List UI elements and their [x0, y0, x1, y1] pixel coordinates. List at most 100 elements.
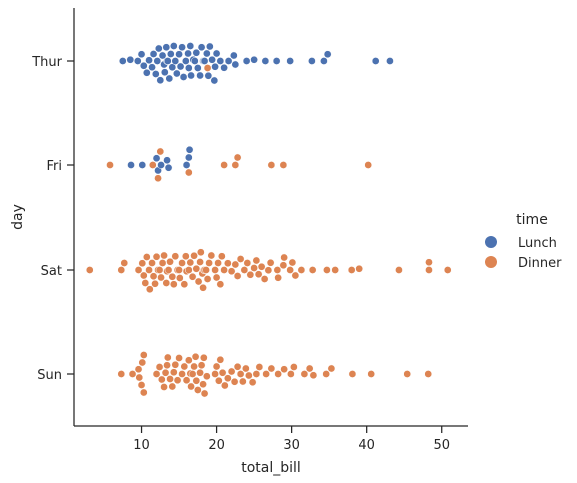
point-dinner-sat: [142, 253, 151, 261]
point-lunch-thur: [163, 57, 172, 65]
point-lunch-thur: [171, 57, 180, 65]
point-dinner-sat: [186, 258, 195, 267]
point-dinner-sun: [196, 368, 204, 377]
point-dinner-sun: [138, 358, 147, 367]
point-dinner-sun: [139, 351, 148, 359]
point-lunch-fri: [185, 145, 194, 154]
x-tick-label-20: 20: [208, 438, 225, 453]
point-dinner-sun: [300, 370, 309, 378]
point-dinner-sun: [188, 370, 197, 378]
point-dinner-sun: [169, 368, 178, 377]
point-dinner-sat: [162, 279, 171, 287]
point-lunch-thur: [178, 43, 186, 52]
point-dinner-sat: [145, 266, 153, 274]
point-lunch-thur: [197, 43, 206, 52]
point-lunch-thur: [230, 51, 238, 60]
point-lunch-thur: [186, 42, 195, 50]
point-dinner-fri: [267, 161, 276, 169]
point-lunch-thur: [261, 57, 270, 65]
point-dinner-sat: [180, 280, 189, 289]
point-dinner-sat: [171, 252, 180, 261]
point-dinner-sun: [227, 367, 236, 376]
point-lunch-thur: [165, 74, 174, 83]
point-dinner-sun: [216, 355, 225, 364]
point-dinner-sat: [279, 261, 288, 270]
point-dinner-sat: [280, 253, 288, 262]
point-dinner-sun: [290, 363, 298, 371]
point-dinner-sat: [260, 275, 269, 283]
point-lunch-thur: [118, 57, 127, 65]
point-dinner-sun: [163, 361, 171, 370]
y-tick-label-thur: Thur: [31, 55, 62, 70]
point-dinner-sun: [190, 362, 198, 371]
point-dinner-sat: [196, 248, 205, 257]
point-dinner-sun: [161, 368, 170, 377]
point-dinner-sun: [199, 353, 208, 362]
point-dinner-sun: [184, 356, 193, 365]
point-dinner-sat: [288, 258, 297, 267]
point-lunch-thur: [169, 42, 178, 50]
point-dinner-sat: [175, 266, 183, 274]
point-dinner-sun: [233, 362, 242, 371]
point-lunch-thur: [211, 62, 219, 71]
point-dinner-sat: [331, 266, 340, 274]
point-dinner-sat: [246, 270, 255, 279]
point-dinner-sun: [280, 365, 288, 374]
point-lunch-thur: [158, 51, 167, 60]
point-lunch-thur: [286, 57, 294, 65]
point-lunch-thur: [187, 71, 195, 80]
legend-title: time: [516, 212, 548, 228]
y-tick-label-sun: Sun: [37, 368, 62, 383]
point-dinner-sat: [250, 264, 258, 272]
y-tick-label-sat: Sat: [41, 264, 62, 279]
point-lunch-thur: [216, 57, 225, 65]
point-dinner-sat: [443, 266, 452, 274]
point-dinner-sat: [347, 266, 356, 274]
point-lunch-fri: [127, 161, 135, 169]
point-dinner-sun: [230, 377, 239, 386]
point-dinner-sun: [193, 386, 202, 394]
point-dinner-sat: [323, 266, 331, 274]
point-lunch-thur: [323, 50, 332, 59]
legend-marker-dinner: [485, 256, 497, 268]
point-lunch-thur: [176, 62, 185, 71]
point-lunch-thur: [154, 44, 163, 53]
point-lunch-thur: [205, 42, 214, 51]
point-dinner-sun: [139, 388, 148, 397]
point-dinner-fri: [184, 168, 193, 177]
point-dinner-sat: [243, 259, 252, 267]
point-dinner-sun: [218, 368, 227, 377]
point-lunch-thur: [156, 76, 165, 85]
point-dinner-sat: [355, 264, 364, 273]
point-dinner-sat: [194, 277, 203, 286]
point-dinner-sun: [155, 363, 164, 371]
point-dinner-fri: [106, 161, 114, 169]
y-axis-label: day: [10, 204, 26, 230]
point-dinner-sun: [191, 352, 200, 361]
point-dinner-sun: [214, 376, 223, 385]
point-lunch-thur: [139, 61, 148, 70]
point-dinner-sun: [252, 370, 261, 378]
point-dinner-sat: [202, 266, 210, 274]
point-dinner-sat: [151, 279, 159, 288]
point-lunch-fri: [152, 154, 161, 163]
y-axis-ticks: Thur Fri Sat Sun: [31, 55, 74, 383]
point-dinner-sat: [425, 258, 433, 267]
point-lunch-thur: [208, 55, 216, 64]
point-dinner-sun: [192, 376, 201, 385]
point-dinner-sun: [348, 370, 357, 378]
point-dinner-sun: [242, 364, 250, 373]
point-dinner-sat: [190, 251, 198, 260]
point-lunch-fri: [157, 161, 165, 169]
point-dinner-sun: [134, 365, 143, 374]
point-dinner-sun: [236, 370, 245, 378]
point-dinner-fri: [233, 153, 242, 162]
x-tick-label-30: 30: [283, 438, 300, 453]
point-dinner-sat: [160, 251, 168, 260]
point-dinner-sun: [199, 380, 207, 389]
point-dinner-sat: [236, 255, 245, 263]
point-dinner-sat: [205, 259, 213, 267]
point-dinner-sat: [157, 273, 165, 282]
point-dinner-sat: [266, 258, 275, 267]
point-dinner-sat: [257, 262, 266, 271]
